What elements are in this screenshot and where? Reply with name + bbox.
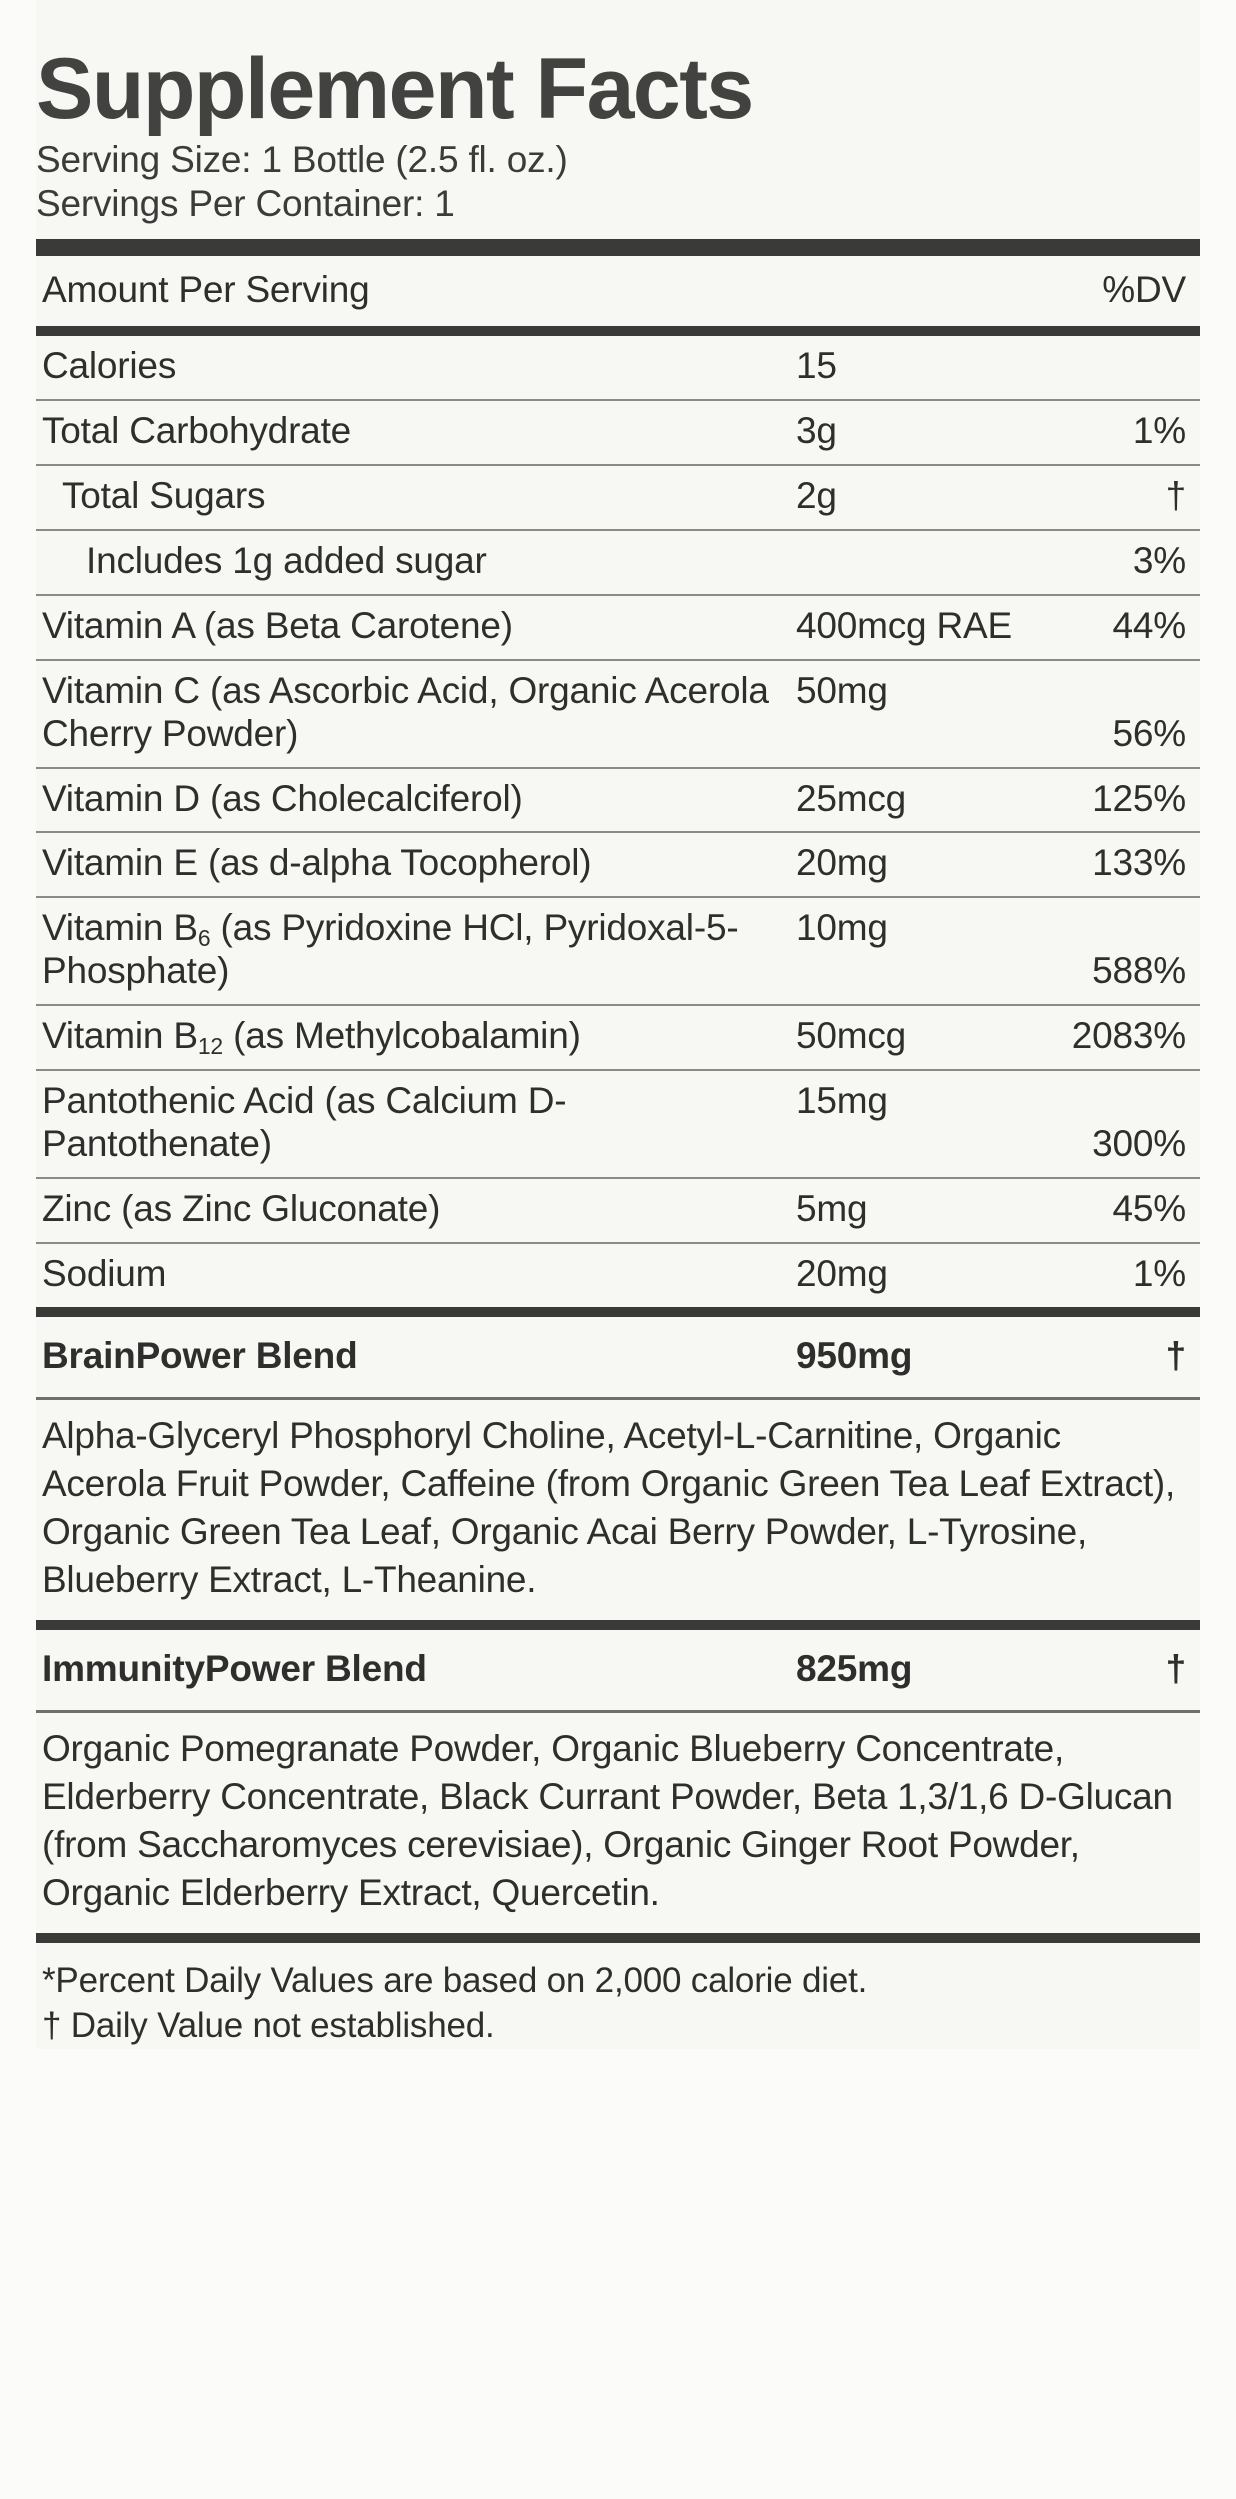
row-divider [36,896,1200,899]
row-divider [36,1176,1200,1179]
row-divider [36,1069,1200,1072]
nutrient-name: Total Carbohydrate [42,410,352,452]
blend-ingredients: Organic Pomegranate Powder, Organic Blue… [42,1727,1173,1914]
nutrient-percent-dv: 45% [1112,1187,1187,1229]
row-divider [36,1241,1200,1244]
nutrient-name: Vitamin A (as Beta Carotene) [42,604,513,646]
blend-amount: 825mg [796,1648,913,1689]
footnote-dagger: † Daily Value not established. [42,2006,495,2046]
nutrient-percent-dv: 2083% [1071,1015,1186,1057]
nutrient-percent-dv: † [1165,475,1187,517]
percent-dv-header: %DV [1102,269,1186,311]
divider-above-footnotes [36,1933,1200,1944]
row-divider [36,528,1200,531]
nutrient-name: Pantothenic Acid (as Calcium D-Pantothen… [42,1080,567,1164]
blend-name: ImmunityPower Blend [42,1648,427,1689]
nutrient-amount: 10mg [796,907,888,949]
nutrient-amount: 5mg [796,1187,868,1229]
blend-section: BrainPower Blend 950mg † Alpha-Glyceryl Pho… [36,1306,1200,1934]
nutrient-row: Vitamin E (as d-alpha Tocopherol) 20mg 133… [36,833,1200,896]
blend-percent-dv: † [1165,1334,1187,1376]
nutrient-row: Pantothenic Acid (as Calcium D-Pantothen… [36,1071,1200,1177]
nutrient-row: Total Carbohydrate 3g 1% [36,401,1200,464]
blend-percent-dv: † [1165,1648,1187,1689]
row-divider [36,766,1200,769]
divider-under-header [36,326,1200,337]
blend-header-row: ImmunityPower Blend 825mg † [36,1630,1200,1710]
page-title: Supplement Facts [36,41,754,137]
servings-per-container-text: Servings Per Container: 1 [36,182,455,224]
nutrient-amount: 20mg [796,1252,888,1294]
divider-above-blend [36,1620,1200,1630]
nutrient-name: Total Sugars [62,475,266,517]
divider-above-blend [36,1306,1200,1317]
footnote-percent-dv: *Percent Daily Values are based on 2,000… [42,1961,868,2001]
nutrient-row: Includes 1g added sugar 3% [36,531,1200,594]
column-header-row: Amount Per Serving %DV [36,256,1200,326]
amount-per-serving-header: Amount Per Serving [42,269,370,311]
nutrient-name: Vitamin B12 (as Methylcobalamin) [42,1015,581,1060]
row-divider [36,1004,1200,1007]
nutrient-amount: 50mcg [796,1015,907,1057]
blend-ingredients: Alpha-Glyceryl Phosphoryl Choline, Acety… [42,1414,1176,1600]
row-divider [36,464,1200,467]
nutrient-percent-dv: 133% [1092,842,1186,884]
nutrient-name: Calories [42,345,177,387]
nutrient-percent-dv: 1% [1132,410,1186,452]
nutrient-amount: 15 [796,345,837,387]
divider-under-blend-header [36,1396,1200,1400]
nutrient-percent-dv: 44% [1112,604,1187,646]
nutrient-table: Calories 15 Total Carbohydrate 3g 1% Total Su… [36,336,1200,1307]
nutrient-percent-dv: 3% [1132,539,1186,581]
divider-under-blend-header [36,1709,1200,1713]
nutrient-row: Vitamin B6 (as Pyridoxine HCl, Pyridoxal… [36,898,1200,1004]
row-divider [36,593,1200,596]
row-divider [36,831,1200,834]
blend-name: BrainPower Blend [42,1334,358,1376]
nutrient-row: Vitamin D (as Cholecalciferol) 25mcg 125% [36,769,1200,832]
nutrient-name: Vitamin B6 (as Pyridoxine HCl, Pyridoxal… [42,907,739,992]
nutrient-name: Includes 1g added sugar [86,539,487,581]
nutrient-row: Calories 15 [36,336,1200,399]
row-divider [36,399,1200,402]
nutrient-row: Vitamin C (as Ascorbic Acid, Organic Ace… [36,661,1200,767]
nutrient-amount: 20mg [796,842,888,884]
nutrient-amount: 15mg [796,1080,888,1122]
nutrient-percent-dv: 300% [1092,1123,1186,1164]
nutrient-row: Sodium 20mg 1% [36,1244,1200,1307]
blend-header-row: BrainPower Blend 950mg † [36,1317,1200,1397]
nutrient-percent-dv: 1% [1132,1252,1186,1294]
nutrient-percent-dv: 125% [1092,777,1186,819]
nutrient-percent-dv: 588% [1092,950,1186,992]
nutrient-name: Sodium [42,1252,167,1294]
nutrient-percent-dv: 56% [1112,712,1187,754]
row-divider [36,658,1200,661]
nutrient-name: Vitamin C (as Ascorbic Acid, Organic Ace… [42,669,769,754]
nutrient-name: Vitamin D (as Cholecalciferol) [42,777,523,819]
nutrient-row: Total Sugars 2g † [36,466,1200,529]
nutrient-name: Vitamin E (as d-alpha Tocopherol) [42,842,592,884]
nutrient-amount: 25mcg [796,777,907,819]
nutrient-amount: 2g [796,475,837,517]
blend-amount: 950mg [796,1334,913,1376]
nutrient-amount: 3g [796,410,837,452]
nutrient-name: Zinc (as Zinc Gluconate) [42,1187,441,1229]
serving-size-text: Serving Size: 1 Bottle (2.5 fl. oz.) [36,139,568,180]
nutrient-amount: 50mg [796,669,888,711]
nutrient-row: Vitamin A (as Beta Carotene) 400mcg RAE 44… [36,596,1200,659]
footnotes: *Percent Daily Values are based on 2,000… [36,1943,1200,2049]
nutrient-row: Zinc (as Zinc Gluconate) 5mg 45% [36,1179,1200,1242]
divider-thick-top [36,239,1200,257]
nutrient-amount: 400mcg RAE [796,604,1012,646]
label-inner: Supplement Facts Serving Size: 1 Bottle … [36,0,1200,2049]
nutrient-row: Vitamin B12 (as Methylcobalamin) 50mcg 208… [36,1006,1200,1069]
